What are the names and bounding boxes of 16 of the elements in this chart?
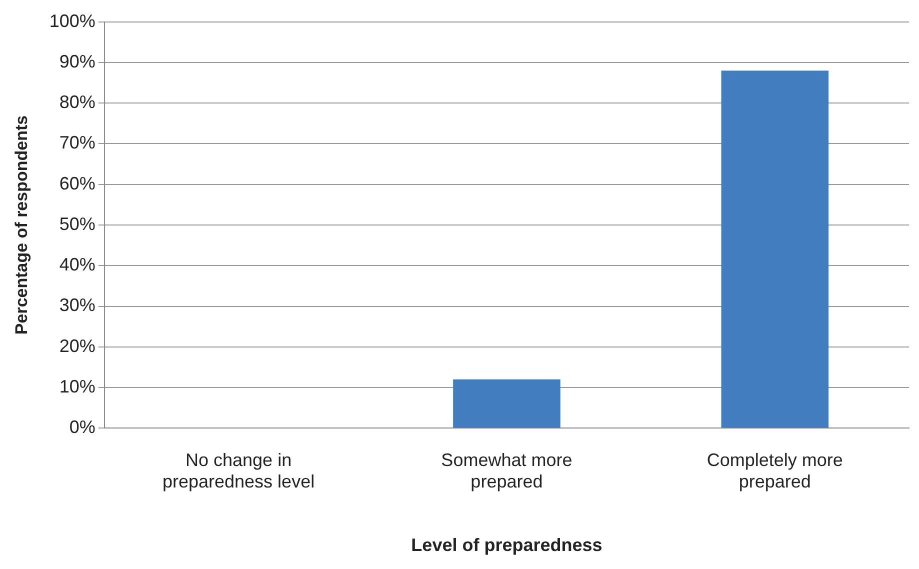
y-tick-label: 0% xyxy=(69,417,96,438)
y-tick-label: 20% xyxy=(59,336,96,356)
y-tick-label: 40% xyxy=(59,254,96,275)
y-tick-label: 90% xyxy=(59,51,96,72)
x-tick-label: Completely more prepared xyxy=(706,450,843,492)
y-axis-title: Percentage of respondents xyxy=(12,115,31,335)
x-tick-label: No change in preparedness level xyxy=(162,450,315,492)
y-tick-label: 10% xyxy=(59,376,96,397)
y-tick-label: 100% xyxy=(49,10,96,31)
x-tick-label: Somewhat more prepared xyxy=(441,450,572,492)
x-axis-title: Level of preparedness xyxy=(411,535,602,556)
y-tick-label: 70% xyxy=(59,132,96,153)
y-tick-label: 50% xyxy=(59,214,96,234)
y-tick-label: 60% xyxy=(59,173,96,194)
y-tick-label: 30% xyxy=(59,295,96,316)
y-tick-label: 80% xyxy=(59,92,96,112)
